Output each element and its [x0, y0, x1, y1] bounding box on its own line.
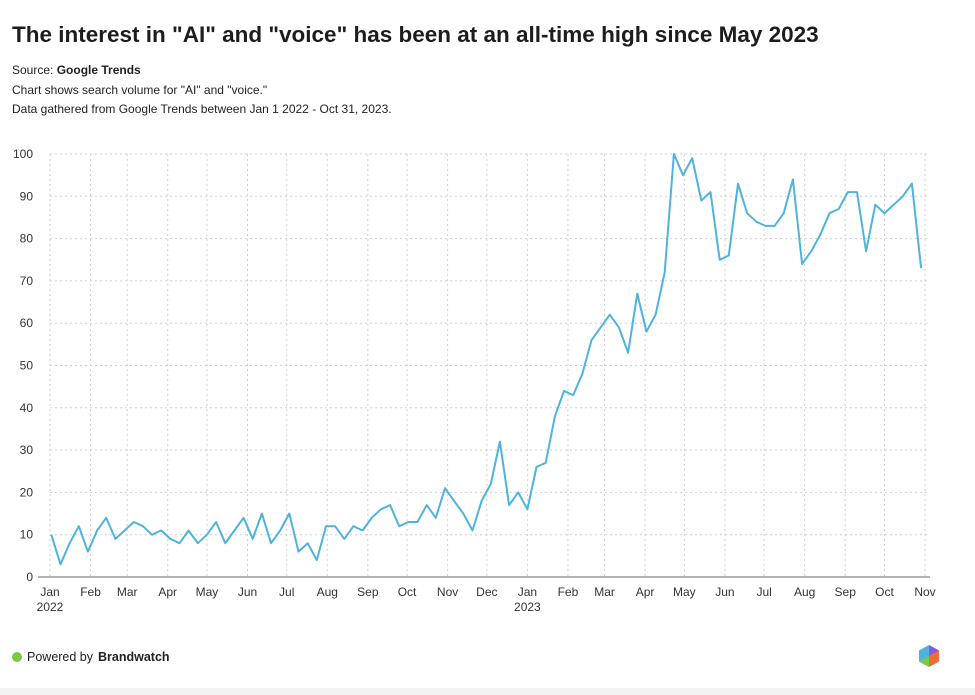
- chart-title: The interest in "AI" and "voice" has bee…: [12, 22, 819, 47]
- y-tick-label: 80: [20, 232, 34, 246]
- footer: Powered by Brandwatch: [12, 650, 170, 664]
- note-1: Chart shows search volume for "AI" and "…: [12, 83, 268, 97]
- y-tick-label: 100: [13, 147, 33, 161]
- bottom-bar: [0, 688, 975, 695]
- x-tick-label: Sep: [835, 585, 857, 599]
- y-tick-label: 50: [20, 359, 34, 373]
- series-line: [50, 153, 923, 566]
- x-tick-label: Jan: [518, 585, 537, 599]
- x-tick-label: Jun: [715, 585, 734, 599]
- y-tick-label: 0: [26, 570, 33, 584]
- brand-name: Brandwatch: [98, 650, 170, 664]
- x-tick-label: Apr: [158, 585, 177, 599]
- y-tick-label: 20: [20, 485, 34, 499]
- x-tick-label: Feb: [558, 585, 579, 599]
- note-2: Data gathered from Google Trends between…: [12, 102, 392, 116]
- x-tick-label: Nov: [914, 585, 935, 599]
- x-tick-label: Sep: [357, 585, 379, 599]
- y-tick-label: 10: [20, 528, 34, 542]
- x-tick-label: Apr: [636, 585, 655, 599]
- x-tick-label: Jan: [40, 585, 59, 599]
- x-tick-label: Jul: [279, 585, 294, 599]
- source-name: Google Trends: [56, 63, 141, 77]
- y-tick-label: 60: [20, 316, 34, 330]
- y-tick-label: 30: [20, 443, 34, 457]
- x-tick-label: Jun: [238, 585, 257, 599]
- x-tick-label: Aug: [794, 585, 815, 599]
- y-tick-label: 70: [20, 274, 34, 288]
- y-tick-label: 90: [20, 189, 34, 203]
- x-tick-label: Nov: [437, 585, 458, 599]
- brand-dot-icon: [12, 652, 22, 662]
- x-tick-label: Mar: [117, 585, 138, 599]
- powered-by-label: Powered by: [27, 650, 94, 664]
- y-tick-label: 40: [20, 401, 34, 415]
- x-year-label: 2022: [37, 600, 64, 614]
- x-tick-label: May: [196, 585, 219, 599]
- x-tick-label: Jul: [756, 585, 771, 599]
- source-line: Source: Google Trends: [12, 63, 141, 77]
- x-tick-label: May: [673, 585, 696, 599]
- x-tick-label: Mar: [594, 585, 615, 599]
- source-label: Source:: [12, 63, 54, 77]
- x-tick-label: Oct: [875, 585, 894, 599]
- x-year-label: 2023: [514, 600, 541, 614]
- x-tick-label: Oct: [398, 585, 417, 599]
- x-tick-label: Aug: [317, 585, 338, 599]
- x-tick-label: Feb: [80, 585, 101, 599]
- brandwatch-logo-icon: [919, 645, 939, 667]
- x-tick-label: Dec: [476, 585, 497, 599]
